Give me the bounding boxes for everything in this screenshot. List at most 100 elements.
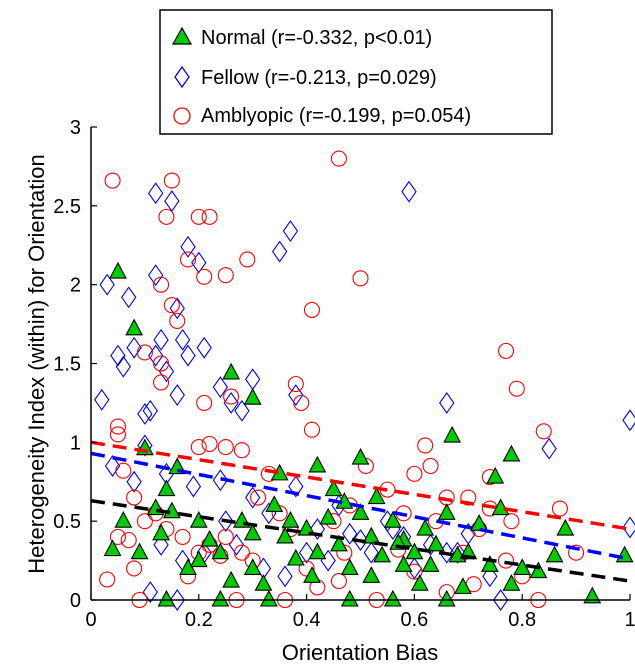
point-normal bbox=[276, 526, 294, 544]
legend-label-amblyopic: Amblyopic (r=-0.199, p=0.054) bbox=[201, 105, 471, 127]
point-fellow bbox=[137, 402, 153, 425]
point-fellow bbox=[148, 182, 164, 205]
point-fellow bbox=[104, 455, 121, 477]
point-fellow bbox=[541, 437, 557, 460]
x-tick-label: 0.4 bbox=[293, 609, 321, 631]
point-normal bbox=[109, 261, 127, 279]
point-amblyopic bbox=[196, 394, 213, 411]
point-fellow bbox=[99, 273, 115, 296]
point-fellow bbox=[164, 190, 180, 213]
point-normal bbox=[367, 487, 386, 505]
point-amblyopic bbox=[201, 435, 218, 452]
y-tick-label: 0 bbox=[70, 590, 81, 612]
legend-label-normal: Normal (r=-0.332, p<0.01) bbox=[201, 27, 432, 49]
point-fellow bbox=[298, 541, 315, 564]
point-normal bbox=[340, 589, 359, 607]
point-normal bbox=[394, 555, 413, 572]
y-axis-label: Heterogeneity Index (within) for Orienta… bbox=[24, 154, 49, 573]
point-normal bbox=[480, 555, 499, 572]
point-normal bbox=[114, 510, 133, 528]
point-amblyopic bbox=[287, 375, 304, 393]
trend-line-normal bbox=[90, 498, 631, 583]
point-amblyopic bbox=[508, 380, 525, 397]
point-amblyopic bbox=[417, 437, 434, 454]
point-fellow bbox=[401, 180, 417, 203]
point-normal bbox=[529, 561, 548, 579]
point-normal bbox=[162, 501, 181, 519]
point-amblyopic bbox=[422, 457, 439, 475]
point-normal bbox=[351, 503, 370, 520]
point-normal bbox=[416, 518, 435, 536]
point-amblyopic bbox=[109, 528, 126, 545]
point-normal bbox=[502, 574, 521, 591]
point-amblyopic bbox=[169, 312, 186, 329]
point-fellow bbox=[148, 344, 164, 367]
point-fellow bbox=[121, 286, 137, 309]
point-normal bbox=[330, 534, 348, 552]
point-amblyopic bbox=[179, 251, 197, 268]
point-normal bbox=[281, 510, 300, 528]
point-amblyopic bbox=[551, 500, 568, 517]
point-fellow bbox=[282, 220, 299, 243]
point-fellow bbox=[234, 399, 250, 422]
point-normal bbox=[211, 542, 230, 560]
point-amblyopic bbox=[223, 388, 240, 405]
x-axis-label: Orientation Bias bbox=[282, 640, 439, 665]
point-fellow bbox=[245, 368, 261, 391]
point-fellow bbox=[94, 388, 110, 411]
point-fellow bbox=[153, 533, 169, 556]
point-amblyopic bbox=[136, 344, 153, 361]
point-normal bbox=[319, 507, 338, 525]
point-normal bbox=[410, 574, 429, 591]
point-fellow bbox=[196, 336, 212, 359]
point-fellow bbox=[212, 469, 229, 492]
point-amblyopic bbox=[153, 374, 170, 391]
point-normal bbox=[243, 388, 262, 405]
x-tick-label: 1 bbox=[624, 609, 635, 631]
point-fellow bbox=[180, 344, 196, 367]
point-normal bbox=[308, 542, 327, 560]
point-fellow bbox=[126, 470, 142, 493]
point-amblyopic bbox=[303, 421, 321, 438]
point-fellow bbox=[363, 541, 379, 564]
y-tick-label: 0.5 bbox=[53, 511, 81, 533]
trend-line-fellow bbox=[90, 451, 631, 561]
point-amblyopic bbox=[497, 342, 515, 359]
plot-marks bbox=[94, 150, 635, 611]
point-fellow bbox=[492, 589, 509, 611]
point-fellow bbox=[158, 360, 175, 383]
point-amblyopic bbox=[109, 426, 126, 443]
y-tick-label: 1 bbox=[70, 432, 81, 454]
point-normal bbox=[324, 479, 343, 497]
point-fellow bbox=[110, 344, 126, 367]
point-normal bbox=[437, 589, 456, 607]
point-amblyopic bbox=[460, 489, 477, 506]
point-normal bbox=[222, 362, 241, 380]
point-amblyopic bbox=[330, 573, 347, 590]
point-fellow bbox=[174, 328, 191, 351]
point-fellow bbox=[185, 475, 202, 498]
point-fellow bbox=[191, 251, 207, 274]
point-fellow bbox=[148, 264, 164, 287]
point-normal bbox=[491, 498, 510, 516]
point-normal bbox=[583, 586, 602, 604]
point-amblyopic bbox=[535, 423, 552, 440]
point-normal bbox=[427, 534, 445, 552]
point-fellow bbox=[223, 391, 239, 414]
point-amblyopic bbox=[503, 513, 520, 530]
point-normal bbox=[383, 589, 402, 607]
point-fellow bbox=[288, 475, 304, 498]
point-normal bbox=[130, 542, 149, 560]
x-tick-label: 0.6 bbox=[400, 609, 428, 631]
point-fellow bbox=[245, 486, 261, 509]
point-fellow bbox=[142, 581, 158, 604]
point-fellow bbox=[169, 297, 185, 320]
point-fellow bbox=[449, 541, 466, 564]
point-normal bbox=[243, 558, 262, 576]
point-fellow bbox=[439, 391, 455, 414]
point-amblyopic bbox=[568, 544, 585, 561]
x-tick-label: 0.2 bbox=[185, 609, 213, 631]
point-normal bbox=[259, 589, 278, 607]
point-normal bbox=[157, 479, 176, 497]
